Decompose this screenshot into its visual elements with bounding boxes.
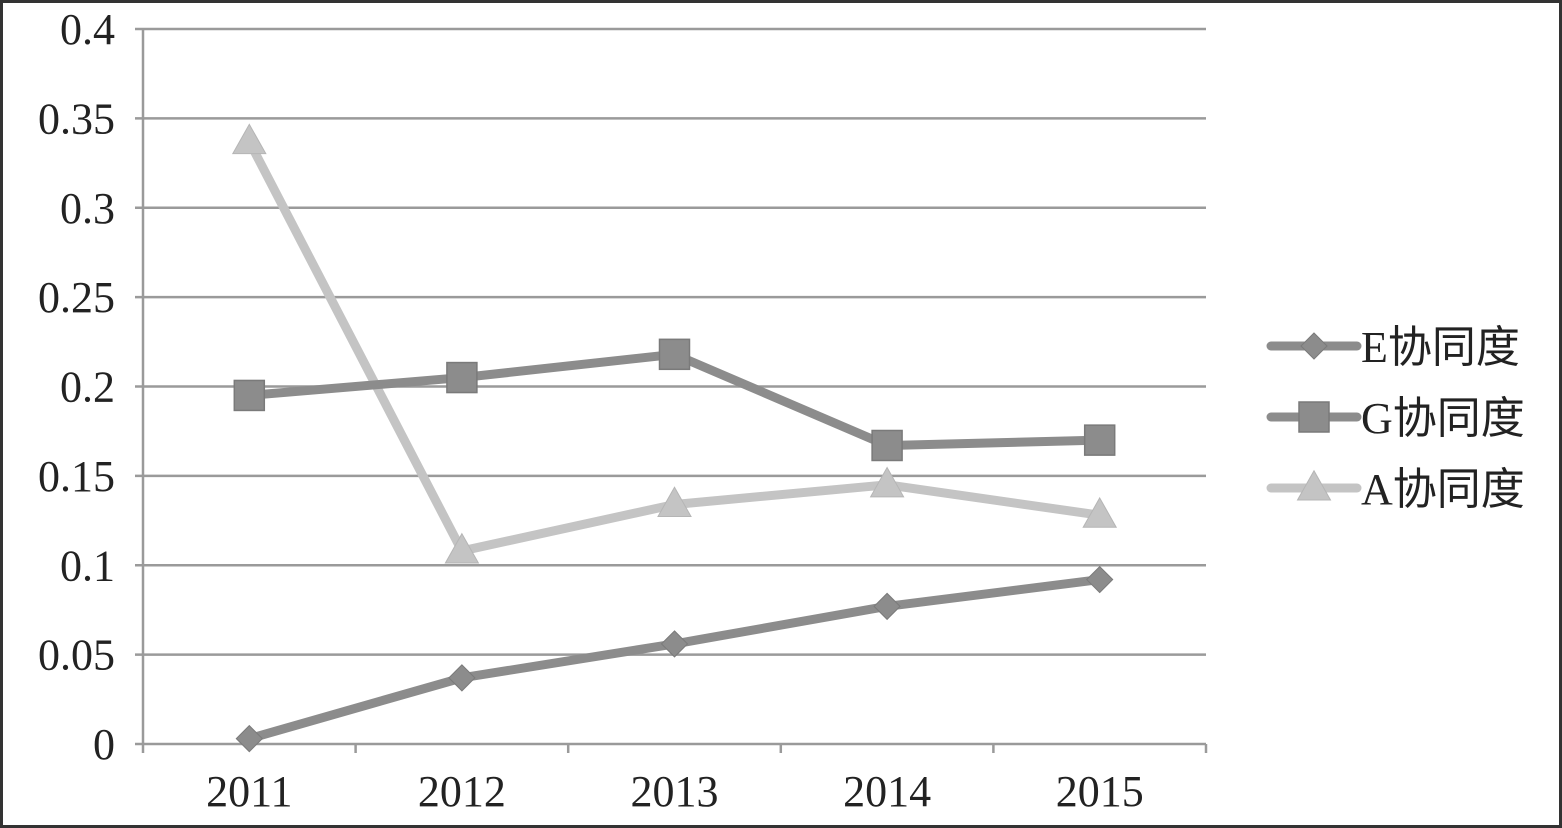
- series-diamond: [235, 565, 1114, 753]
- data-point: [448, 664, 476, 692]
- data-point: [233, 379, 266, 412]
- legend-label: E协同度: [1361, 323, 1520, 372]
- data-point: [1083, 424, 1116, 456]
- legend-item: A协同度: [1266, 465, 1525, 514]
- y-tick-label: 0.15: [38, 452, 115, 501]
- y-tick-label: 0.3: [60, 184, 115, 233]
- data-point: [446, 361, 478, 394]
- data-point: [235, 724, 264, 753]
- series-square: [233, 338, 1116, 462]
- x-axis-tick-labels: 2011 2012 2013 2014 2015: [206, 767, 1144, 816]
- series-line: [244, 575, 1105, 744]
- data-point: [658, 338, 691, 371]
- data-point: [660, 630, 689, 658]
- series-triangle: [231, 123, 1118, 564]
- legend-label: A协同度: [1361, 465, 1525, 514]
- data-point: [871, 429, 903, 462]
- data-point: [231, 123, 267, 155]
- y-tick-label: 0.2: [60, 363, 115, 412]
- legend-item: G协同度: [1266, 394, 1525, 443]
- data-series: [231, 123, 1118, 753]
- data-point: [1082, 496, 1118, 528]
- x-tick-label: 2011: [206, 767, 292, 816]
- data-point: [444, 532, 480, 564]
- data-point: [657, 486, 692, 517]
- legend-marker: [1296, 469, 1332, 501]
- legend-label: G协同度: [1361, 394, 1525, 443]
- y-tick-label: 0.1: [60, 541, 115, 590]
- x-tick-label: 2014: [843, 767, 931, 816]
- y-tick-label: 0.25: [38, 273, 115, 322]
- y-axis-tick-labels: 0 0.05 0.1 0.15 0.2 0.25 0.3 0.35 0.4: [38, 5, 115, 769]
- y-tick-label: 0.35: [38, 94, 115, 143]
- legend-item: E协同度: [1266, 323, 1520, 372]
- data-point: [873, 592, 901, 621]
- data-point: [1085, 565, 1114, 594]
- data-point: [869, 466, 905, 498]
- x-tick-label: 2015: [1056, 767, 1144, 816]
- legend-marker: [1298, 401, 1330, 433]
- y-tick-label: 0.4: [60, 5, 115, 54]
- legend: E协同度 G协同度 A协同度: [1266, 323, 1525, 514]
- axes: [135, 27, 1208, 753]
- line-chart: 00.050.10.150.20.250.30.350.4 2011 2012 20…: [38, 5, 1525, 816]
- y-tick-label: 0: [93, 720, 115, 769]
- legend-marker: [1300, 332, 1328, 360]
- x-tick-label: 2012: [418, 767, 506, 816]
- y-tick-label: 0.05: [38, 631, 115, 680]
- x-tick-label: 2013: [631, 767, 719, 816]
